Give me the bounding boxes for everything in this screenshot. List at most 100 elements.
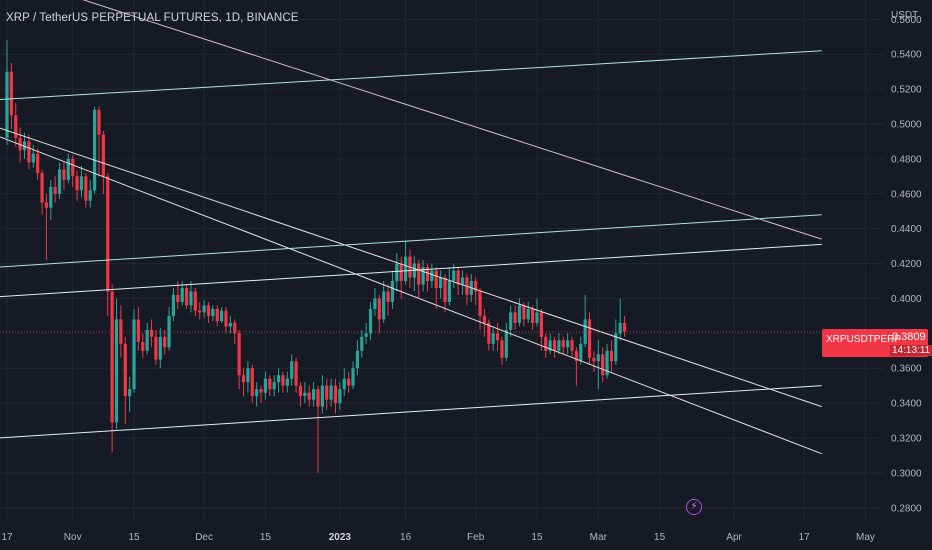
candle-body xyxy=(587,319,592,358)
candle xyxy=(110,284,114,452)
trend-lines[interactable] xyxy=(0,0,822,455)
candle xyxy=(609,340,614,372)
x-tick-label: 15 xyxy=(260,532,272,543)
candle-body xyxy=(193,291,197,311)
candle xyxy=(504,322,508,362)
descending-line-lower[interactable] xyxy=(0,136,822,455)
candle xyxy=(421,260,425,292)
candle xyxy=(474,277,478,306)
candle xyxy=(460,270,465,295)
candle xyxy=(14,103,18,147)
candle xyxy=(206,301,211,323)
candle xyxy=(5,40,9,145)
candle-body xyxy=(136,319,140,343)
candle xyxy=(224,307,228,334)
candle-body xyxy=(579,343,583,362)
ascending-line-mid-upper[interactable] xyxy=(0,214,822,268)
candle-body xyxy=(228,322,232,327)
candle-body xyxy=(526,308,530,320)
candle xyxy=(325,378,329,411)
candle xyxy=(228,315,232,334)
candle-body xyxy=(215,308,219,322)
candle-body xyxy=(382,291,386,320)
candle-body xyxy=(495,333,500,341)
candle xyxy=(71,155,75,187)
candle-body xyxy=(5,71,9,138)
candle-body xyxy=(403,256,408,282)
candle xyxy=(211,305,215,322)
candle-body xyxy=(531,308,535,323)
y-tick-label: 0.5000 xyxy=(891,120,922,131)
candle-body xyxy=(123,343,127,397)
candle xyxy=(281,371,285,393)
candle xyxy=(171,287,176,322)
y-tick-label: 0.3000 xyxy=(891,468,922,479)
candle xyxy=(154,329,158,365)
y-tick-label: 0.3400 xyxy=(891,399,922,410)
candle-body xyxy=(184,287,189,306)
candle xyxy=(272,375,276,397)
x-tick-label: Feb xyxy=(467,532,485,543)
candle-body xyxy=(539,312,543,337)
candle-body xyxy=(456,270,460,285)
candle-body xyxy=(329,385,333,400)
candle xyxy=(97,106,101,177)
candle-body xyxy=(22,141,27,151)
candle xyxy=(193,287,197,316)
candle-body xyxy=(399,263,403,282)
candle xyxy=(539,308,543,351)
candle-body xyxy=(27,141,31,163)
candle-body xyxy=(351,368,355,386)
candle xyxy=(513,305,517,330)
candle xyxy=(592,350,596,372)
ascending-line-bottom[interactable] xyxy=(0,385,822,439)
candle-body xyxy=(233,322,237,334)
y-tick-label: 0.4200 xyxy=(891,259,922,270)
candle xyxy=(27,134,31,170)
ascending-line-top[interactable] xyxy=(0,50,822,100)
candle xyxy=(75,171,79,201)
candle xyxy=(49,179,53,220)
descending-line-upper[interactable] xyxy=(0,127,822,408)
candle xyxy=(237,329,241,390)
candle xyxy=(342,368,346,397)
lightning-event-icon[interactable]: ⚡ xyxy=(686,499,702,515)
candle-body xyxy=(491,333,495,344)
candle-body xyxy=(395,263,399,282)
candle-body xyxy=(614,333,618,362)
candle xyxy=(587,312,592,365)
candle xyxy=(482,308,487,337)
candle xyxy=(465,274,469,306)
candle-body xyxy=(71,158,75,177)
candle xyxy=(351,361,355,390)
candle-body xyxy=(66,158,70,180)
candle-body xyxy=(206,305,211,316)
candle xyxy=(189,281,193,313)
candle-body xyxy=(268,378,272,390)
candle-body xyxy=(548,340,552,351)
ascending-line-mid-lower[interactable] xyxy=(0,243,822,298)
candle-body xyxy=(250,368,254,397)
candle xyxy=(167,307,171,351)
candle-body xyxy=(482,315,487,323)
time-axis[interactable]: 17 Nov 15 Dec 15 2023 16 Feb 15 Mar 15 Apr 17 May xyxy=(1,532,874,543)
candle xyxy=(347,371,351,393)
candle xyxy=(614,319,618,365)
descending-line-pink[interactable] xyxy=(0,0,822,240)
candle-body xyxy=(149,329,154,337)
candle xyxy=(22,132,27,159)
candle xyxy=(84,172,88,208)
candle xyxy=(601,347,605,383)
candle xyxy=(526,301,530,323)
candle xyxy=(386,284,390,316)
candle xyxy=(364,322,368,344)
price-axis[interactable]: 0.5600 0.5400 0.5200 0.5000 0.4800 0.4600 0.44… xyxy=(891,10,922,514)
candle-body xyxy=(132,319,136,390)
candle-body xyxy=(544,336,548,351)
candle-body xyxy=(500,340,504,358)
candle-body xyxy=(425,267,430,282)
x-tick-label: 16 xyxy=(400,532,412,543)
y-tick-label: 0.2800 xyxy=(891,503,922,514)
